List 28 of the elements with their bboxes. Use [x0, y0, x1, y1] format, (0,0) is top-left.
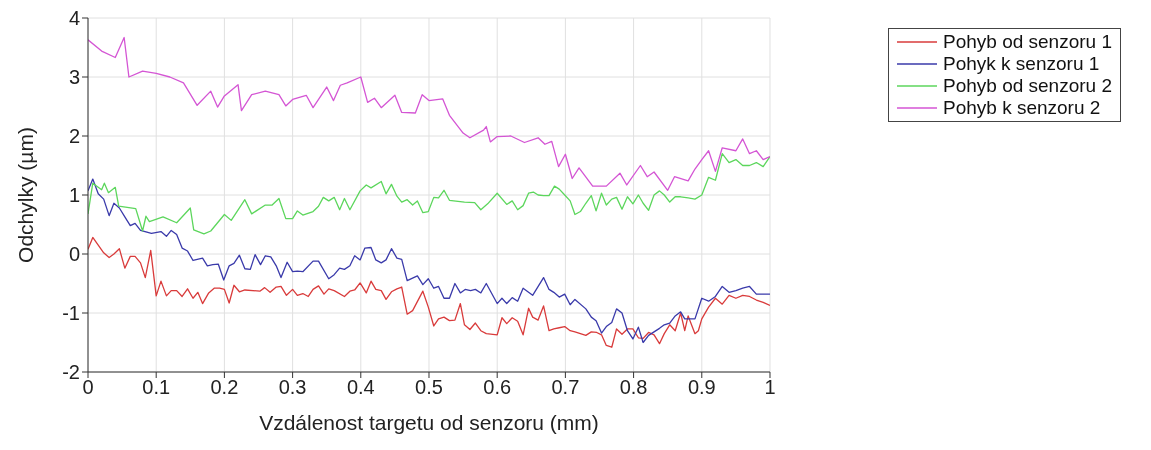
- x-axis-title: Vzdálenost targetu od senzoru (mm): [259, 411, 599, 434]
- x-tick-label: 0.1: [142, 376, 171, 399]
- y-tick-label: 1: [68, 184, 80, 207]
- x-tick-label: 0: [82, 376, 94, 399]
- x-tick-label: 0.4: [346, 376, 375, 399]
- x-tick-label: 0.5: [415, 376, 443, 399]
- x-tick-label: 0.8: [619, 376, 648, 399]
- x-tick-label: 0.7: [551, 376, 580, 399]
- y-tick-label: 4: [68, 7, 80, 30]
- y-tick-label: 0: [68, 243, 80, 266]
- y-tick-label: 3: [68, 66, 80, 89]
- y-tick-label: 2: [68, 125, 80, 148]
- x-tick-label: 0.2: [210, 376, 239, 399]
- legend-label: Pohyk k senzoru 1: [942, 53, 1100, 75]
- line-series: [88, 236, 770, 348]
- line-series: [88, 36, 770, 191]
- x-tick-label: 1: [764, 376, 776, 399]
- line-series: [88, 178, 770, 344]
- line-series: [88, 153, 770, 235]
- legend-label: Pohyb k senzoru 2: [942, 97, 1101, 119]
- legend-label: Pohyb od senzoru 2: [942, 75, 1112, 97]
- x-tick-label: 0.3: [278, 376, 307, 399]
- x-tick-label: 0.9: [687, 376, 716, 399]
- x-tick-label: 0.6: [483, 376, 512, 399]
- legend-label: Pohyb od senzoru 1: [942, 31, 1112, 53]
- y-tick-label: -1: [62, 302, 80, 325]
- y-tick-label: -2: [62, 361, 80, 384]
- y-axis-title: Odchylky (µm): [14, 127, 38, 263]
